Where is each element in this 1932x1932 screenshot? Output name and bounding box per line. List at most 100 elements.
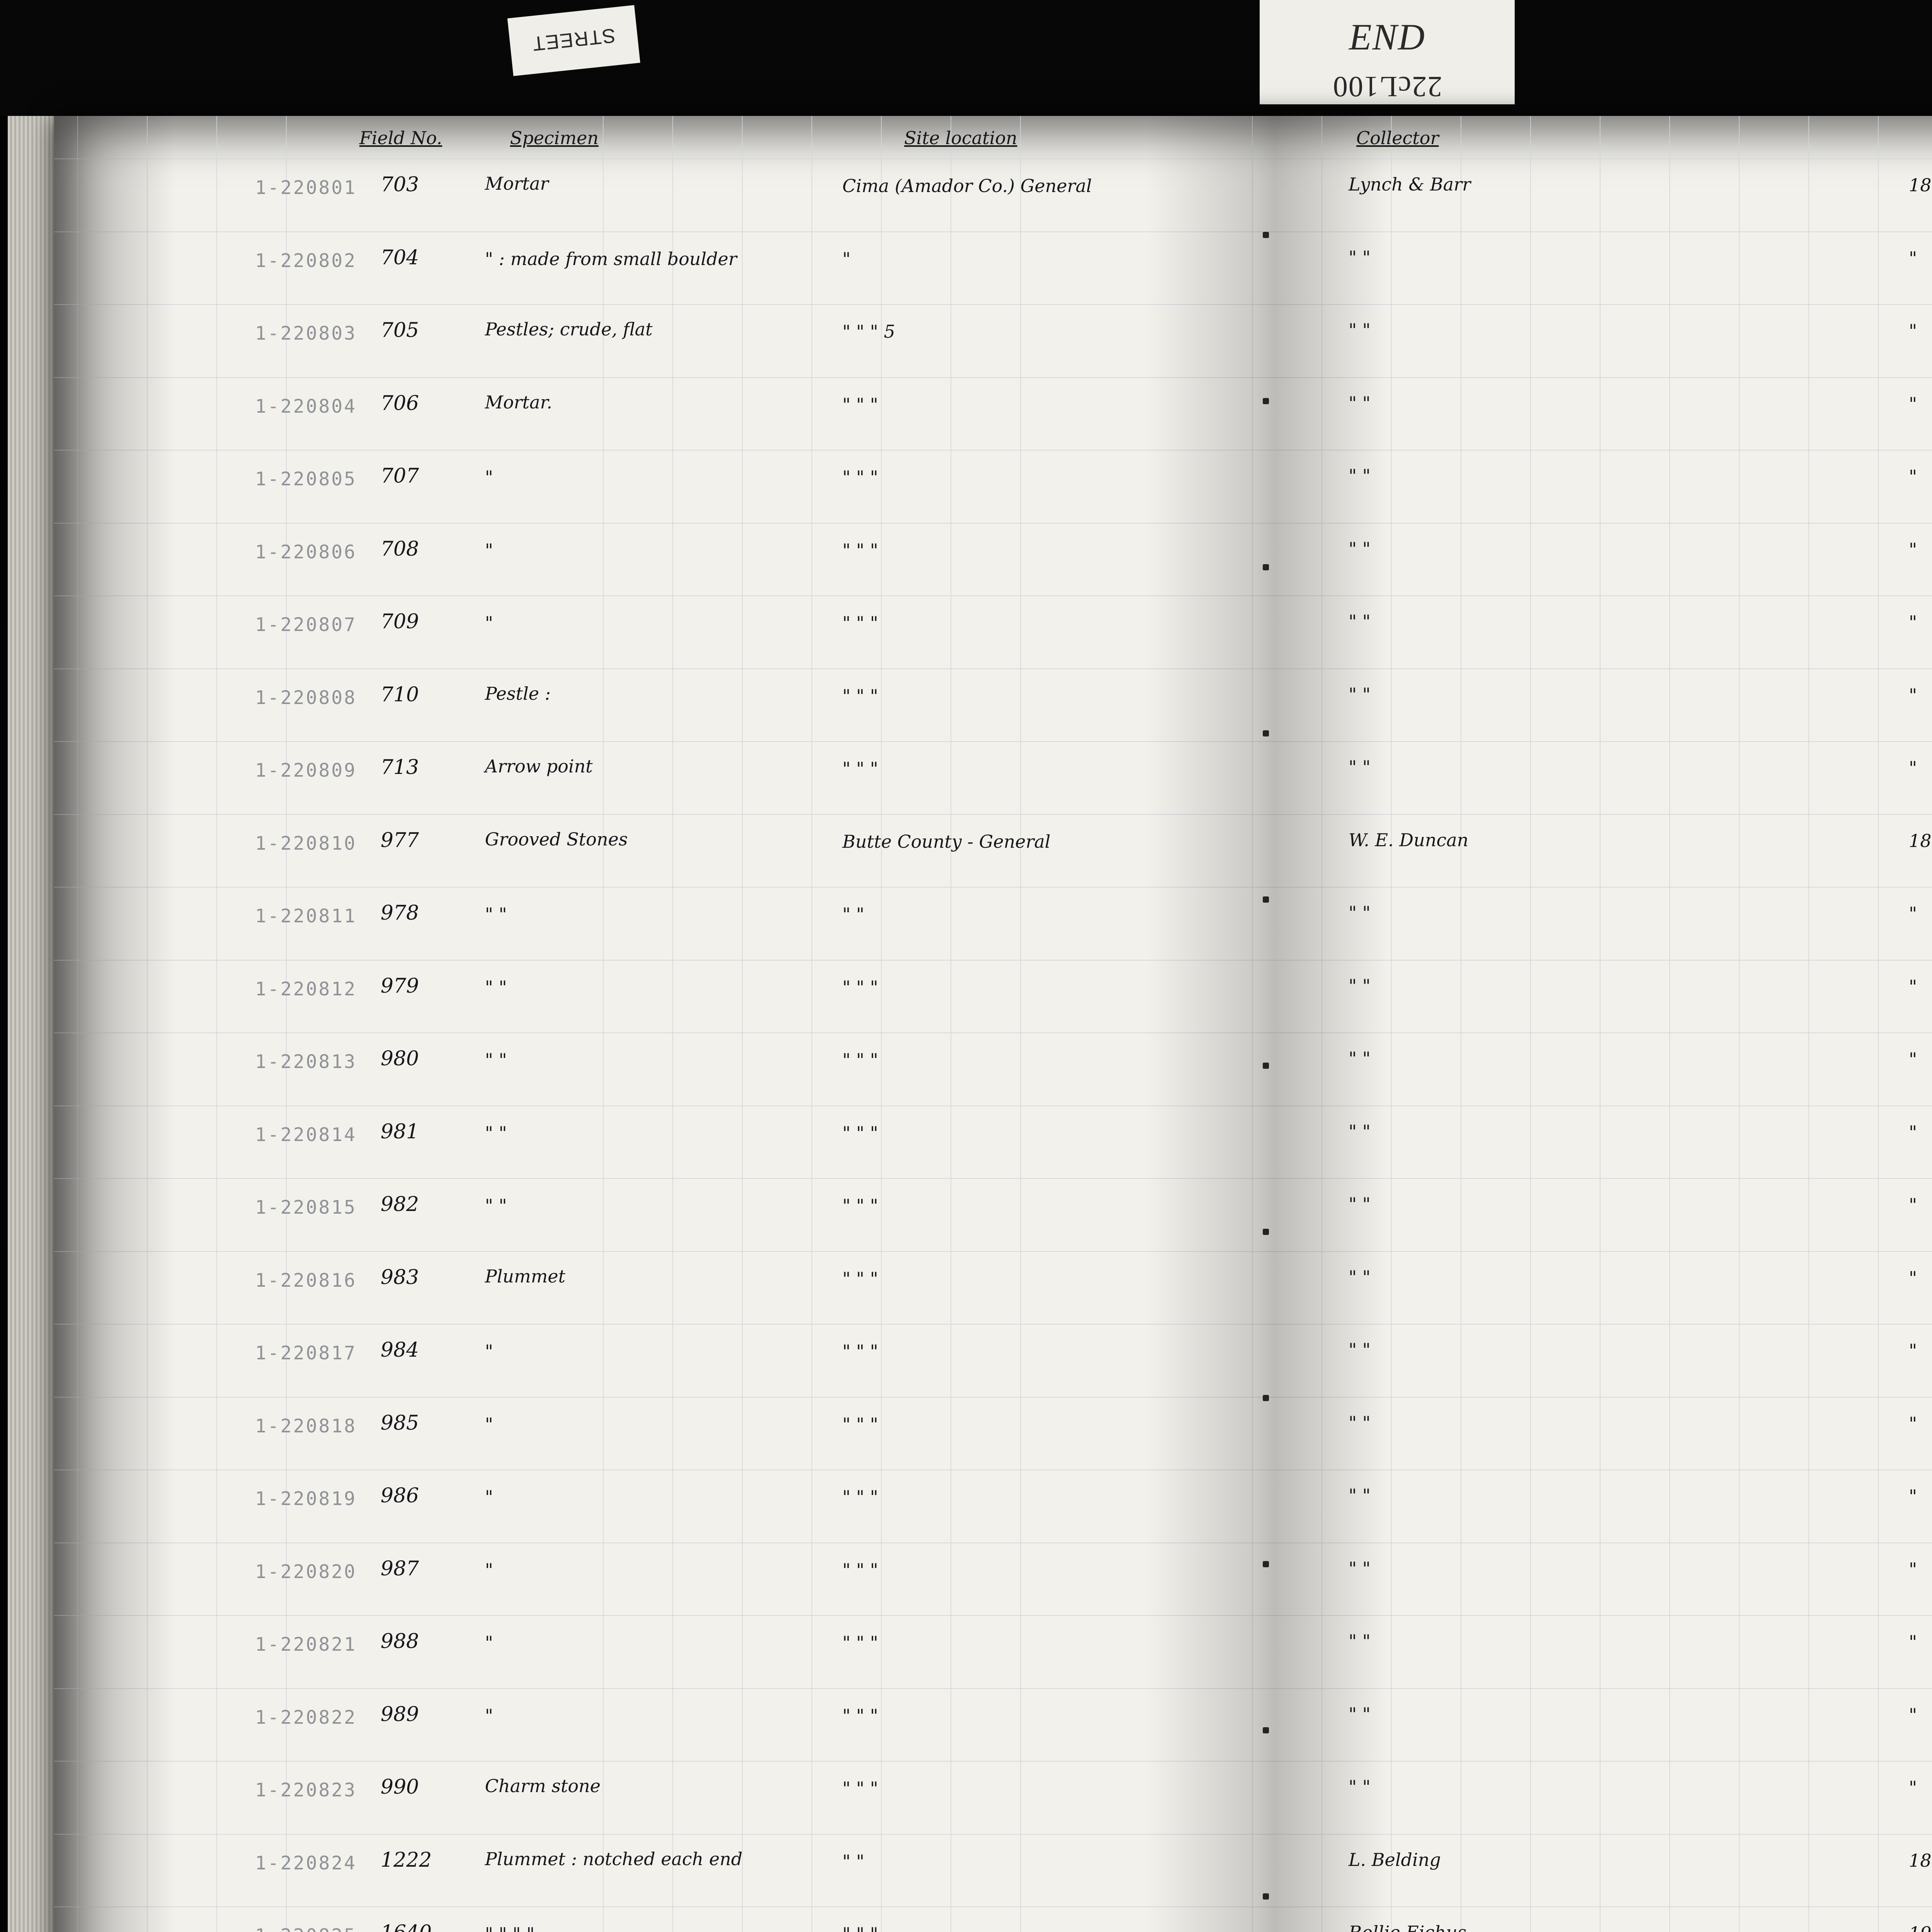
cell-acc-year: ": [1909, 1486, 1917, 1507]
cell-acc-year: ": [1909, 1777, 1917, 1798]
cell-field-no: 979: [381, 974, 419, 998]
cell-field-no: 981: [381, 1120, 419, 1143]
cell-field-no: 706: [381, 391, 419, 415]
cell-field-no: 984: [381, 1338, 419, 1362]
spine-stitch: [1263, 1229, 1269, 1235]
rule-line: [54, 595, 1932, 596]
cell-acc-year: ": [1909, 247, 1917, 269]
rule-line-vertical: [1252, 116, 1253, 1932]
cell-acc-year: ": [1909, 612, 1917, 633]
cell-site-location: " " ": [842, 1413, 878, 1435]
catalog-number-stamp: 1-220806: [255, 541, 357, 563]
rule-line-vertical: [1020, 116, 1021, 1932]
cell-acc-year: ": [1909, 1194, 1917, 1215]
rule-line: [54, 1251, 1932, 1252]
rule-line: [54, 1105, 1932, 1106]
spine-stitch: [1263, 564, 1269, 570]
cell-collector: Lynch & Barr: [1349, 174, 1471, 195]
catalog-number-stamp: 1-220803: [255, 323, 357, 344]
cell-acc-year: ": [1909, 757, 1917, 778]
catalog-number-stamp: 1-220825: [255, 1925, 357, 1932]
cell-field-no: 710: [381, 683, 419, 706]
cell-site-location: " " ": [842, 394, 878, 415]
rule-line-vertical: [1878, 116, 1879, 1932]
cell-site-location: " " ": [842, 1705, 878, 1726]
cell-specimen: " " " ": [485, 1923, 535, 1932]
cell-field-no: 977: [381, 828, 419, 852]
cell-acc-year: ": [1909, 1631, 1917, 1652]
cell-collector: " ": [1349, 1266, 1371, 1287]
cell-specimen: ": [485, 1486, 493, 1507]
spine-stitch: [1263, 896, 1269, 903]
cell-collector: " ": [1349, 1776, 1371, 1797]
rule-line: [54, 1396, 1932, 1398]
cell-field-no: 703: [381, 173, 419, 196]
catalog-number-stamp: 1-220823: [255, 1779, 357, 1801]
cell-acc-year: ": [1909, 1049, 1917, 1070]
cell-field-no: 713: [381, 756, 419, 779]
cell-field-no: 980: [381, 1047, 419, 1070]
rule-line-vertical: [1530, 116, 1531, 1932]
cell-site-location: " " ": [842, 685, 878, 706]
cell-specimen: Mortar.: [485, 391, 553, 413]
catalog-number-stamp: 1-220812: [255, 978, 357, 1000]
cell-specimen: Arrow point: [485, 756, 593, 777]
rule-line: [54, 1615, 1932, 1616]
catalog-number-stamp: 1-220810: [255, 832, 357, 854]
paper-slip-street: STREET: [507, 5, 640, 76]
cell-collector: " ": [1349, 247, 1371, 268]
cell-acc-year: ": [1909, 539, 1917, 560]
catalog-number-stamp: 1-220807: [255, 614, 357, 636]
cell-collector: " ": [1349, 902, 1371, 923]
ledger-page-left: [54, 116, 1267, 1932]
cell-collector: " ": [1349, 465, 1371, 486]
rule-line: [54, 158, 1932, 159]
rule-line: [54, 1032, 1932, 1033]
cell-site-location: " " " 5: [842, 321, 895, 342]
catalog-number-stamp: 1-220802: [255, 250, 357, 272]
rule-line: [54, 1469, 1932, 1470]
cell-site-location: " " ": [842, 1268, 878, 1289]
catalog-number-stamp: 1-220801: [255, 177, 357, 199]
column-header-specimen: Specimen: [510, 128, 599, 148]
cell-specimen: Grooved Stones: [485, 828, 628, 850]
catalog-number-stamp: 1-220824: [255, 1852, 357, 1874]
cell-collector: " ": [1349, 757, 1371, 777]
catalog-number-stamp: 1-220817: [255, 1342, 357, 1364]
cell-field-no: 705: [381, 319, 419, 342]
cell-specimen: Charm stone: [485, 1776, 601, 1796]
cell-acc-year: ": [1909, 466, 1917, 487]
cell-collector: " ": [1349, 1703, 1371, 1725]
cell-acc-year: ": [1909, 1121, 1917, 1143]
cell-site-location: Cima (Amador Co.) General: [842, 175, 1092, 196]
cell-site-location: ": [842, 248, 851, 269]
cell-specimen: Plummet : notched each end: [485, 1848, 743, 1869]
rule-line-vertical: [1321, 116, 1322, 1932]
paper-slip-end: END 22cL100: [1260, 0, 1515, 104]
cell-site-location: " " ": [842, 1195, 878, 1216]
cell-collector: L. Belding: [1349, 1849, 1441, 1870]
cell-specimen: " ": [485, 1195, 507, 1216]
cell-site-location: Butte County - General: [842, 831, 1051, 852]
rule-line-vertical: [1391, 116, 1392, 1932]
catalog-number-stamp: 1-220804: [255, 395, 357, 417]
catalog-number-stamp: 1-220813: [255, 1051, 357, 1073]
cell-site-location: " ": [842, 904, 864, 925]
cell-specimen: ": [485, 612, 493, 633]
spine-stitch: [1263, 398, 1269, 404]
cell-collector: Rollie Eichus: [1349, 1922, 1466, 1932]
cell-specimen: ": [485, 1413, 493, 1435]
rule-line-vertical: [1669, 116, 1670, 1932]
catalog-number-stamp: 1-220822: [255, 1706, 357, 1728]
rule-line-vertical: [286, 116, 287, 1932]
rule-line: [54, 887, 1932, 888]
catalog-number-stamp: 1-220820: [255, 1561, 357, 1583]
cell-field-no: 986: [381, 1484, 419, 1507]
rule-line: [54, 304, 1932, 305]
cell-site-location: " " ": [842, 1632, 878, 1653]
cell-site-location: " " ": [842, 1122, 878, 1143]
cell-acc-year: ": [1909, 320, 1917, 341]
cell-site-location: " " ": [842, 1559, 878, 1580]
rule-line-vertical: [603, 116, 604, 1932]
column-header-collector: Collector: [1356, 128, 1439, 148]
